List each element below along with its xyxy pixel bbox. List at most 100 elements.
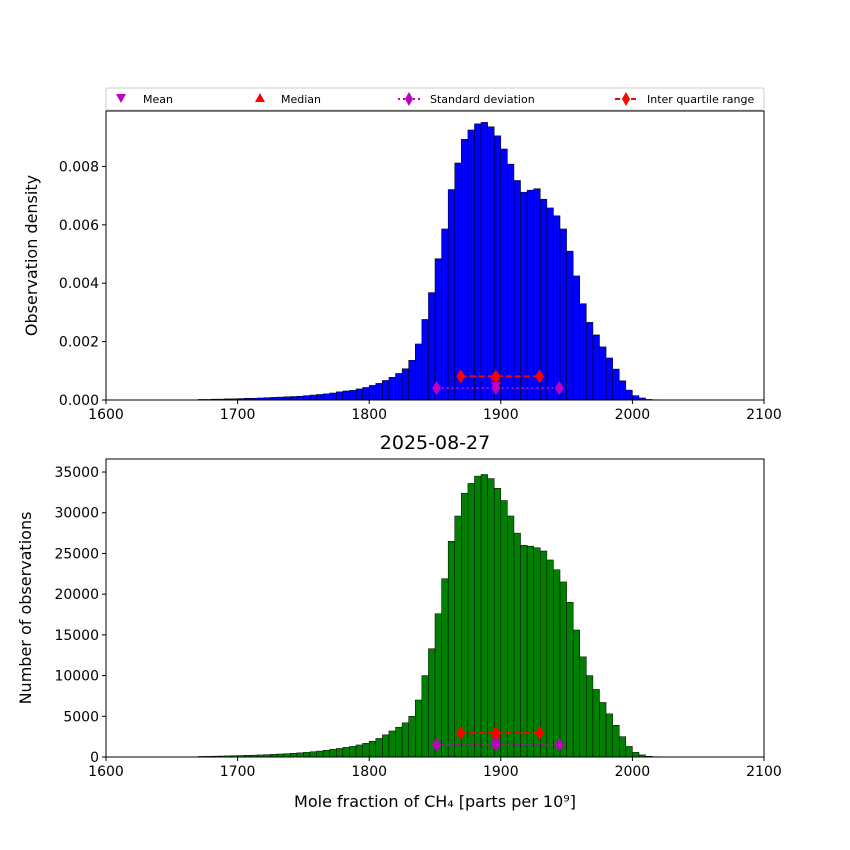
legend-median-marker-icon xyxy=(255,93,265,102)
histogram-bar xyxy=(395,727,403,758)
median-marker xyxy=(490,370,501,381)
x-tick-label: 1700 xyxy=(220,764,256,780)
iqr-high-marker xyxy=(535,725,545,740)
histogram-bar xyxy=(454,162,462,401)
y-tick-label: 0.000 xyxy=(59,393,99,409)
histogram-bar xyxy=(395,373,403,401)
histogram-bar xyxy=(368,385,377,401)
density-x-axis: 1600 1700 1800 1900 2000 2100 xyxy=(88,400,782,423)
histogram-bar xyxy=(474,475,482,758)
y-tick-label: 0 xyxy=(90,750,99,766)
histogram-bar xyxy=(415,699,423,758)
histogram-bar xyxy=(336,391,344,401)
mean-marker xyxy=(490,738,501,749)
legend-entry-median: Median xyxy=(255,93,321,106)
x-tick-label: 1900 xyxy=(483,764,519,780)
y-tick-label: 0.002 xyxy=(59,335,99,351)
histogram-bar xyxy=(467,129,475,401)
histogram-bar xyxy=(382,380,390,401)
legend-iqr-label: Inter quartile range xyxy=(647,93,754,106)
histogram-bar xyxy=(618,736,627,758)
std-low-marker xyxy=(432,381,442,396)
histogram-bar xyxy=(303,752,311,758)
legend-entry-iqr: Inter quartile range xyxy=(615,92,754,106)
histogram-bar xyxy=(586,675,594,758)
density-y-axis: 0.000 0.002 0.004 0.006 0.008 xyxy=(59,159,106,409)
histogram-bar xyxy=(546,207,554,401)
histogram-bar xyxy=(500,500,508,758)
histogram-bar xyxy=(559,581,567,758)
density-bars xyxy=(197,122,666,401)
x-tick-label: 1800 xyxy=(351,407,387,423)
legend-std-marker-icon xyxy=(405,92,413,106)
histogram-bar xyxy=(566,602,574,758)
count-chart-title: 2025-08-27 xyxy=(380,432,490,454)
histogram-bar xyxy=(533,547,541,758)
histogram-bar xyxy=(533,188,541,401)
histogram-bar xyxy=(362,743,370,758)
legend-mean-label: Mean xyxy=(143,93,173,106)
histogram-bar xyxy=(388,730,396,758)
median-marker xyxy=(490,727,501,738)
histogram-bar xyxy=(579,303,587,401)
mean-marker xyxy=(490,381,501,392)
histogram-bar xyxy=(375,383,383,401)
histogram-bar xyxy=(632,395,640,401)
count-y-axis-label: Number of observations xyxy=(16,512,35,705)
histogram-bar xyxy=(625,389,633,401)
density-statistics-markers xyxy=(432,369,564,396)
histogram-bar xyxy=(480,122,488,401)
histogram-bar xyxy=(428,292,436,401)
histogram-bar xyxy=(559,228,567,401)
histogram-bar xyxy=(309,751,317,758)
histogram-bar xyxy=(612,368,620,401)
histogram-bar xyxy=(474,123,482,401)
histogram-bar xyxy=(599,346,607,401)
histogram-bar xyxy=(355,388,363,401)
histogram-bar xyxy=(322,749,330,758)
x-tick-label: 1600 xyxy=(88,407,124,423)
histogram-bar xyxy=(461,492,469,758)
histogram-bar xyxy=(454,515,462,758)
histogram-bar xyxy=(322,393,330,401)
histogram-bar xyxy=(415,343,423,401)
y-tick-label: 5000 xyxy=(63,709,99,725)
histogram-bar xyxy=(296,752,304,758)
count-x-axis: 1600 1700 1800 1900 2000 2100 xyxy=(88,757,782,780)
histogram-bar xyxy=(421,675,429,758)
density-y-axis-label: Observation density xyxy=(22,175,41,336)
histogram-bar xyxy=(309,394,317,401)
histogram-bar xyxy=(421,319,429,401)
histogram-bar xyxy=(625,746,633,758)
histogram-bar xyxy=(520,545,528,758)
histogram-bar xyxy=(342,390,350,401)
x-tick-label: 2000 xyxy=(615,764,651,780)
histogram-bar xyxy=(632,752,640,758)
x-tick-label: 1700 xyxy=(220,407,256,423)
histogram-bar xyxy=(540,198,548,401)
histogram-bar xyxy=(513,180,521,401)
histogram-bar xyxy=(480,474,488,758)
legend-std-label: Standard deviation xyxy=(430,93,535,106)
count-x-axis-label: Mole fraction of CH₄ [parts per 10⁹] xyxy=(294,792,576,811)
histogram-bar xyxy=(434,613,442,758)
y-tick-label: 30000 xyxy=(54,506,99,522)
histogram-bar xyxy=(572,629,581,758)
histogram-bar xyxy=(447,540,455,758)
legend-median-label: Median xyxy=(281,93,321,106)
histogram-bar xyxy=(283,753,291,758)
histogram-bar xyxy=(316,750,324,758)
histogram-bar xyxy=(586,322,594,401)
histogram-bar xyxy=(434,258,442,401)
count-histogram-panel: 2025-08-27 1600 1700 1800 1900 2000 2100 0 500… xyxy=(16,432,782,811)
x-tick-label: 1600 xyxy=(88,764,124,780)
histogram-bar xyxy=(375,738,383,758)
histogram-bar xyxy=(599,702,607,758)
std-low-marker xyxy=(432,737,442,752)
density-plot-frame xyxy=(105,110,765,401)
legend: Mean Median Standard deviation Inter qua… xyxy=(105,87,765,111)
y-tick-label: 25000 xyxy=(54,546,99,562)
histogram-bar xyxy=(612,724,620,758)
histogram-bar xyxy=(382,734,390,758)
